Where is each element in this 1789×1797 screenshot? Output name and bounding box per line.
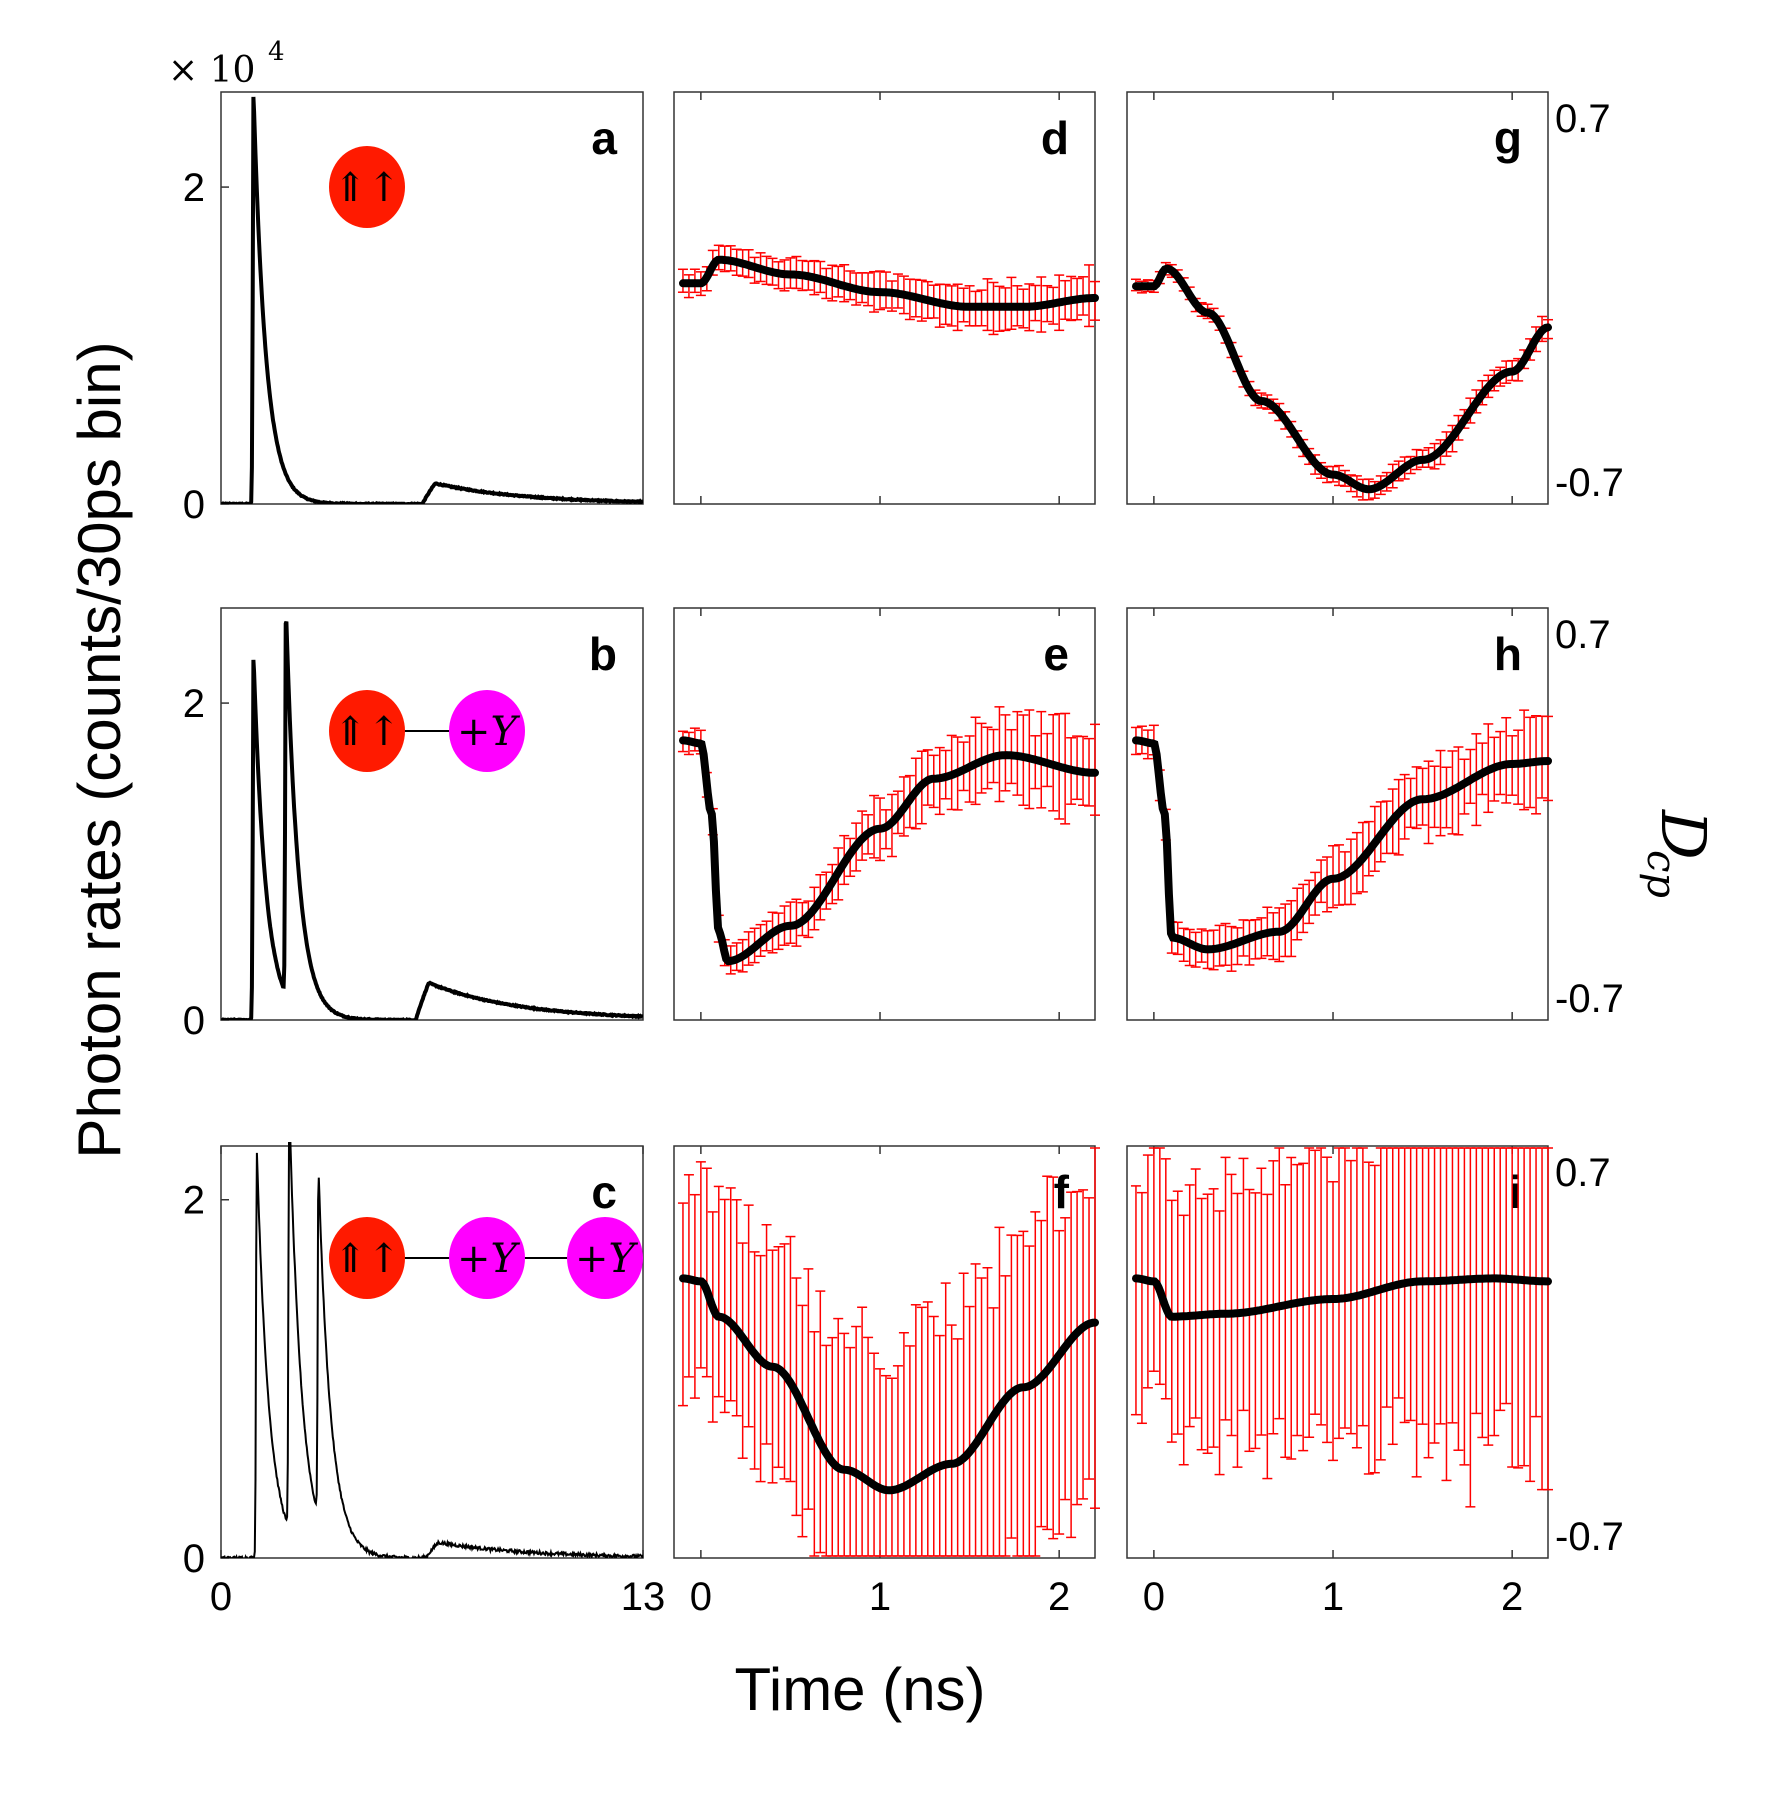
panel-i-letter: i	[1509, 1166, 1522, 1218]
panel-c-xtick-label: 13	[621, 1575, 666, 1619]
panel-h-frame	[1126, 607, 1549, 1021]
panel-c-qubit-label: ⇑↑	[333, 1236, 400, 1282]
right-axis-tick-label: 0.7	[1555, 613, 1611, 657]
panel-f-fit-line	[679, 1274, 1099, 1495]
right-axis-tick-label: 0.7	[1555, 97, 1611, 141]
right-axis-tick-label: -0.7	[1555, 461, 1624, 505]
panel-b: 0 2 b ⇑↑ +Y	[183, 607, 644, 1043]
panel-c-photon-1-label: +Y	[457, 1236, 521, 1282]
panel-i-errorbars	[1130, 1147, 1553, 1508]
panel-b-ytick-label: 2	[183, 682, 205, 726]
panel-i-xtick-label: 0	[1143, 1575, 1165, 1619]
panel-g-letter: g	[1494, 112, 1522, 164]
panel-c-letter: c	[591, 1166, 617, 1218]
panel-i-xtick-label: 1	[1322, 1575, 1344, 1619]
panel-f: 0 1 2 f	[673, 1145, 1100, 1619]
panel-c-photon-1-circle	[449, 1216, 525, 1300]
panel-a: 0 2 a ⇑↑	[183, 91, 644, 527]
panel-e-errorbars	[677, 706, 1100, 975]
y-axis-label-right-sub: cp	[1638, 850, 1684, 898]
panel-b-schematic: ⇑↑ +Y	[329, 689, 525, 773]
panel-c-ytick-label: 0	[183, 1537, 205, 1581]
panel-a-ytick-label: 2	[183, 166, 205, 210]
right-axis-tick-label: -0.7	[1555, 977, 1624, 1021]
panel-c-schematic: ⇑↑ +Y +Y	[329, 1216, 643, 1300]
panel-b-qubit-label: ⇑↑	[333, 709, 400, 755]
panel-b-ytick-label: 0	[183, 999, 205, 1043]
panel-i: 0 1 2 i	[1126, 1145, 1553, 1619]
panel-a-schematic: ⇑↑	[329, 145, 405, 229]
panel-e: e	[673, 607, 1100, 1021]
panel-a-qubit-label: ⇑↑	[333, 165, 400, 211]
panel-d-frame	[673, 91, 1096, 505]
panels: 0 2 a ⇑↑ 0 2 b ⇑↑ +Y 0 2 0 13 c ⇑↑ +Y +Y d g e h 0 1 2 f 0 1 2 i 0.7 -…	[183, 91, 1624, 1619]
panel-f-errorbars	[677, 1147, 1100, 1557]
panel-d-letter: d	[1041, 112, 1069, 164]
right-axis-tick-label: 0.7	[1555, 1151, 1611, 1195]
panel-f-letter: f	[1054, 1166, 1070, 1218]
panel-i-fit-line	[1132, 1274, 1552, 1321]
panel-c-photon-2-circle	[567, 1216, 643, 1300]
panel-f-xtick-label: 2	[1048, 1575, 1070, 1619]
panel-h-fit-line	[1132, 736, 1552, 954]
panel-a-qubit-circle	[329, 145, 405, 229]
right-axis-tick-label: -0.7	[1555, 1515, 1624, 1559]
exponent-label: × 10 4	[168, 37, 285, 91]
panel-h-letter: h	[1494, 628, 1522, 680]
panel-c-xtick-label: 0	[210, 1575, 232, 1619]
exponent-power: 4	[268, 37, 285, 67]
panel-c: 0 2 0 13 c ⇑↑ +Y +Y	[183, 1142, 666, 1619]
panel-b-photon-1-label: +Y	[457, 709, 521, 755]
panel-c-ytick-label: 2	[183, 1179, 205, 1223]
panel-c-trace	[221, 1142, 643, 1558]
panel-g-frame	[1126, 91, 1549, 505]
panel-a-frame	[220, 91, 644, 505]
y-axis-label-right-main: D	[1647, 809, 1720, 860]
panel-c-frame	[220, 1145, 644, 1559]
panel-b-frame	[220, 607, 644, 1021]
x-axis-label: Time (ns)	[734, 1656, 985, 1723]
panel-c-qubit-circle	[329, 1216, 405, 1300]
panel-g-fit-line	[1132, 264, 1552, 494]
panel-d: d	[673, 91, 1100, 505]
y-axis-label-left: Photon rates (counts/30ps bin)	[66, 341, 133, 1158]
panel-b-letter: b	[589, 628, 617, 680]
panel-b-photon-1-circle	[449, 689, 525, 773]
panel-f-xtick-label: 0	[690, 1575, 712, 1619]
y-axis-label-right: D cp	[1638, 809, 1720, 898]
panel-h: h	[1126, 607, 1553, 1021]
panel-a-letter: a	[591, 112, 617, 164]
panel-i-xtick-label: 2	[1501, 1575, 1523, 1619]
panel-h-errorbars	[1130, 709, 1553, 972]
panel-b-trace	[221, 620, 643, 1020]
panel-a-trace	[221, 96, 643, 504]
panel-g: g	[1126, 91, 1553, 505]
exponent-prefix: × 10	[168, 50, 255, 91]
panel-d-fit-line	[679, 255, 1099, 311]
panel-b-qubit-circle	[329, 689, 405, 773]
panel-f-xtick-label: 1	[869, 1575, 891, 1619]
panel-c-photon-2-label: +Y	[575, 1236, 639, 1282]
panel-a-ytick-label: 0	[183, 483, 205, 527]
panel-e-fit-line	[679, 736, 1099, 966]
panel-e-letter: e	[1043, 628, 1069, 680]
